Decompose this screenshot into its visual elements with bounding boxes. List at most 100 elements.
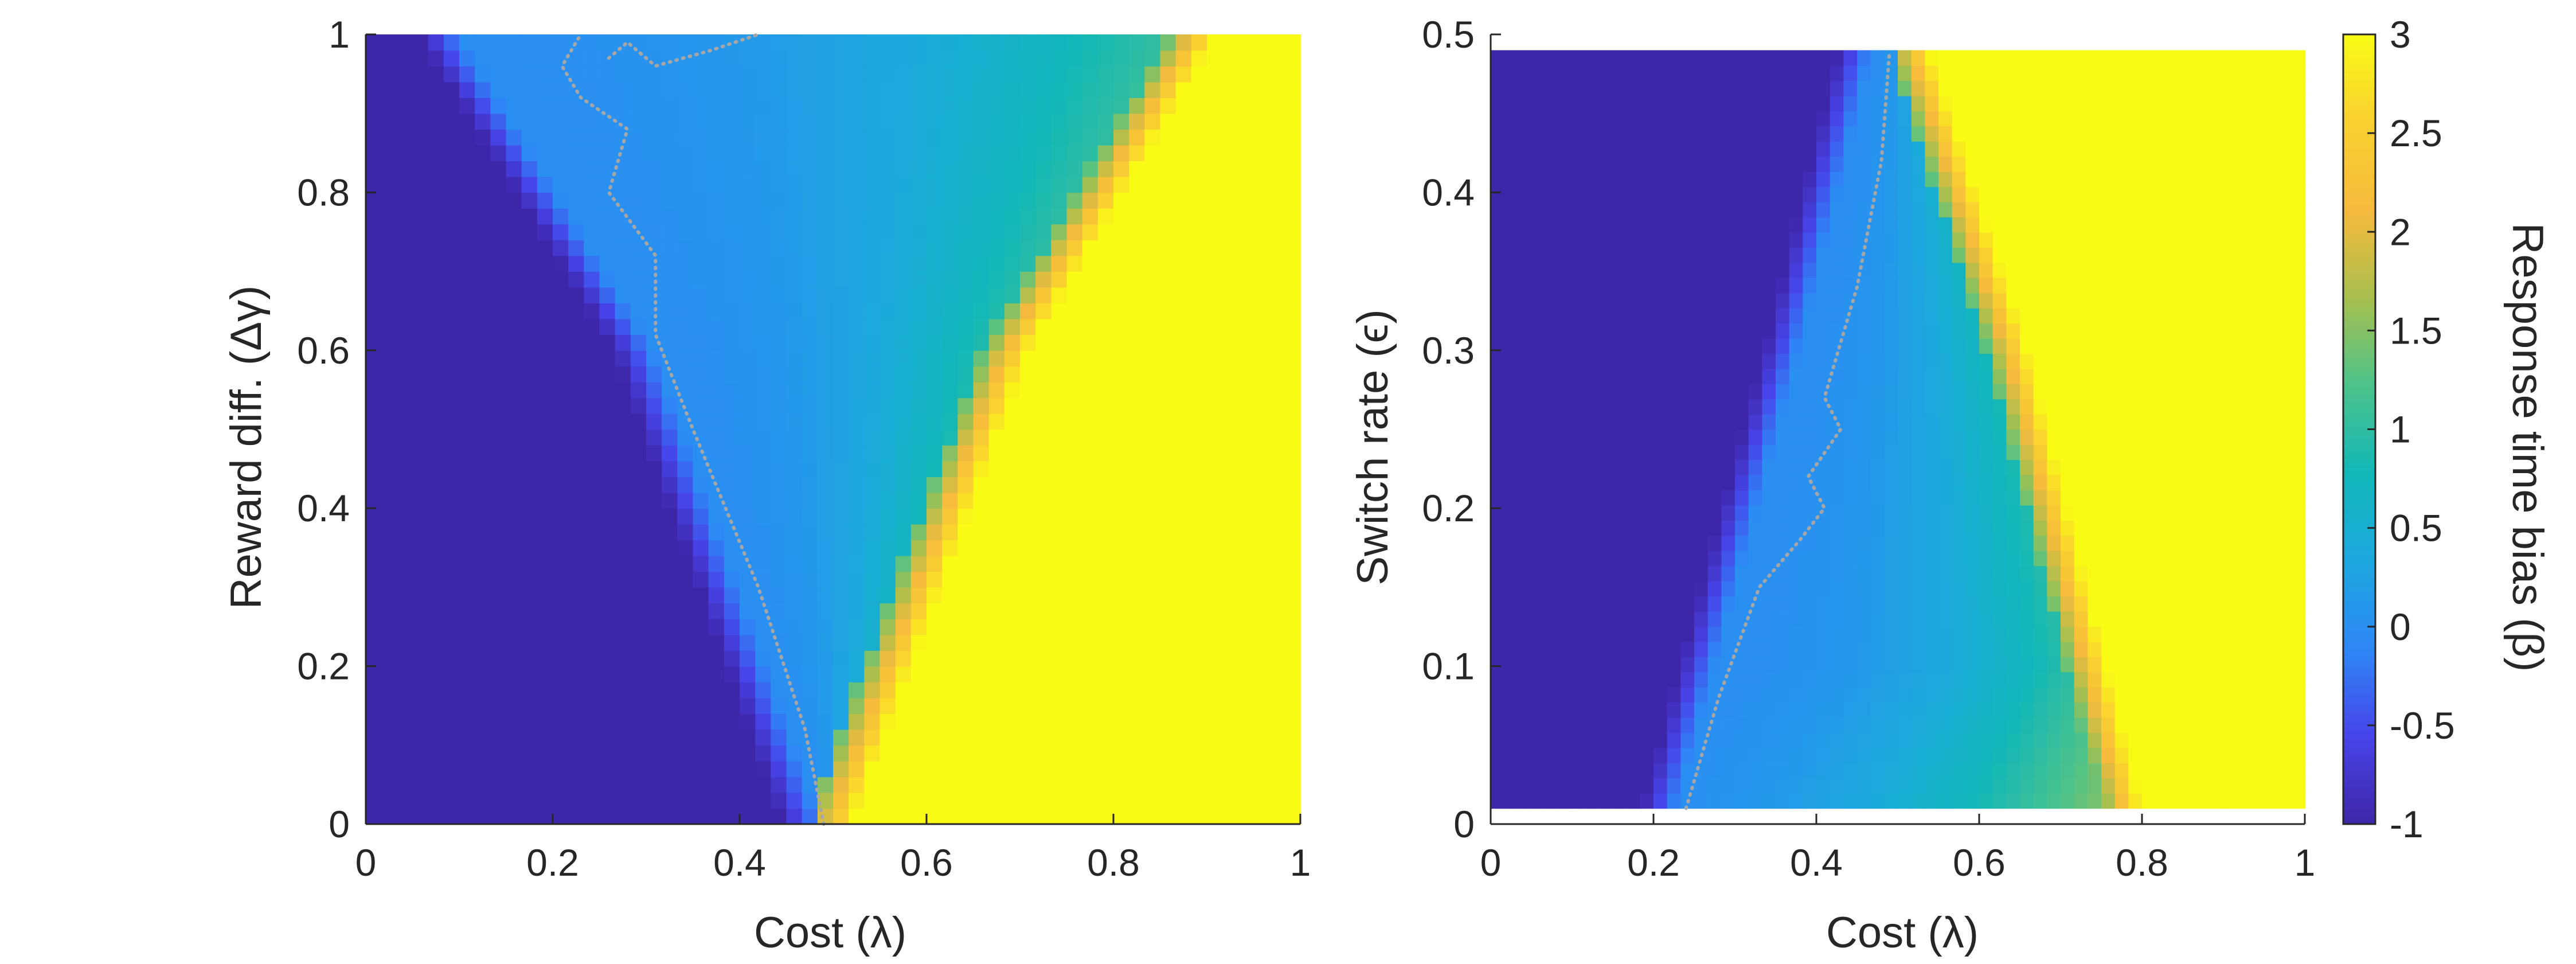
heatmap-cell [459,303,475,319]
heatmap-cell [1680,763,1695,779]
heatmap-cell [397,429,413,446]
heatmap-cell [1707,580,1722,597]
heatmap-cell [1707,732,1722,748]
heatmap-cell [2101,551,2116,567]
heatmap-cell [1925,520,1939,536]
heatmap-cell [1898,657,1912,673]
heatmap-cell [1175,66,1192,83]
heatmap-cell [1531,353,1546,369]
heatmap-cell [2074,353,2089,369]
heatmap-cell [1654,399,1668,415]
heatmap-cell [568,224,585,240]
heatmap-cell [1284,397,1301,414]
heatmap-cell [1572,551,1586,567]
heatmap-cell [2074,778,2089,794]
heatmap-cell [1238,745,1254,762]
heatmap-cell [568,429,585,446]
heatmap-cell [879,524,896,541]
heatmap-cell [428,808,444,825]
heatmap-cell [412,397,429,414]
heatmap-cell [1992,702,2007,718]
heatmap-cell [1531,778,1546,794]
heatmap-cell [1504,702,1519,718]
heatmap-cell [506,224,522,240]
heatmap-cell [2006,580,2020,597]
heatmap-cell [506,366,522,383]
heatmap-cell [708,97,725,114]
heatmap-cell [1857,596,1871,612]
heatmap-cell [973,729,990,746]
heatmap-cell [1762,565,1776,581]
heatmap-cell [537,34,553,51]
heatmap-cell [1129,240,1146,256]
heatmap-cell [553,603,569,619]
heatmap-cell [1113,350,1129,367]
heatmap-cell [1035,571,1052,588]
heatmap-cell [1776,490,1790,506]
heatmap-cell [988,682,1005,698]
heatmap-cell [1222,318,1239,335]
heatmap-cell [475,792,491,809]
heatmap-cell [1667,429,1682,445]
heatmap-cell [1626,626,1641,642]
heatmap-cell [366,50,382,67]
heatmap-cell [1721,763,1735,779]
heatmap-cell [412,176,429,193]
heatmap-cell [2033,490,2048,506]
heatmap-cell [1113,176,1129,193]
heatmap-cell [988,713,1005,730]
heatmap-cell [927,650,943,667]
heatmap-cell [1082,634,1099,651]
heatmap-cell [1748,672,1763,688]
heatmap-cell [1585,611,1600,627]
heatmap-cell [1066,413,1083,430]
heatmap-cell [1613,702,1627,718]
heatmap-cell [1129,192,1146,209]
heatmap-cell [2020,641,2034,657]
heatmap-cell [1284,271,1301,288]
heatmap-cell [553,224,569,240]
heatmap-cell [2088,353,2102,369]
heatmap-cell [1776,368,1790,384]
heatmap-cell [1965,535,1980,551]
heatmap-cell [428,776,444,793]
heatmap-cell [506,161,522,177]
heatmap-cell [1762,490,1776,506]
heatmap-cell [2183,778,2197,794]
heatmap-cell [864,50,881,67]
heatmap-cell [849,477,865,493]
heatmap-cell [1803,747,1817,763]
heatmap-cell [1144,508,1161,525]
heatmap-cell [2264,323,2278,339]
heatmap-cell [1066,161,1083,177]
heatmap-cell [1129,634,1146,651]
heatmap-cell [475,603,491,619]
heatmap-cell [2277,323,2292,339]
heatmap-cell [568,618,585,635]
heatmap-cell [553,397,569,414]
heatmap-cell [506,176,522,193]
heatmap-cell [506,508,522,525]
heatmap-cell [537,81,553,98]
heatmap-cell [1816,641,1831,657]
heatmap-cell [1253,271,1270,288]
heatmap-cell [864,350,881,367]
heatmap-cell [2196,368,2211,384]
heatmap-cell [2047,307,2061,324]
heatmap-cell [1284,303,1301,319]
heatmap-cell [2169,732,2183,748]
heatmap-cell [1680,657,1695,673]
heatmap-cell [1113,587,1129,604]
heatmap-cell [1004,540,1021,556]
heatmap-cell [1253,350,1270,367]
heatmap-cell [910,50,927,67]
heatmap-cell [833,366,849,383]
heatmap-cell [412,255,429,272]
heatmap-cell [1175,145,1192,162]
heatmap-cell [1051,287,1068,303]
heatmap-cell [1113,271,1129,288]
heatmap-cell [1082,460,1099,477]
heatmap-cell [2020,732,2034,748]
heatmap-cell [1776,459,1790,475]
heatmap-cell [1816,596,1831,612]
